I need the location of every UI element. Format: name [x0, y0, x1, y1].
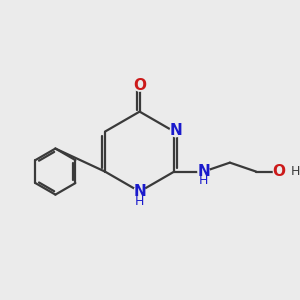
Text: O: O: [273, 164, 286, 179]
Circle shape: [134, 80, 146, 91]
Text: N: N: [133, 184, 146, 199]
Text: N: N: [169, 124, 182, 139]
Circle shape: [134, 186, 146, 197]
Text: O: O: [133, 78, 146, 93]
Circle shape: [170, 125, 182, 137]
Text: H: H: [135, 195, 144, 208]
Text: H: H: [199, 174, 208, 188]
Circle shape: [273, 166, 285, 177]
Circle shape: [198, 166, 209, 177]
Text: N: N: [197, 164, 210, 179]
Text: H: H: [291, 165, 300, 178]
